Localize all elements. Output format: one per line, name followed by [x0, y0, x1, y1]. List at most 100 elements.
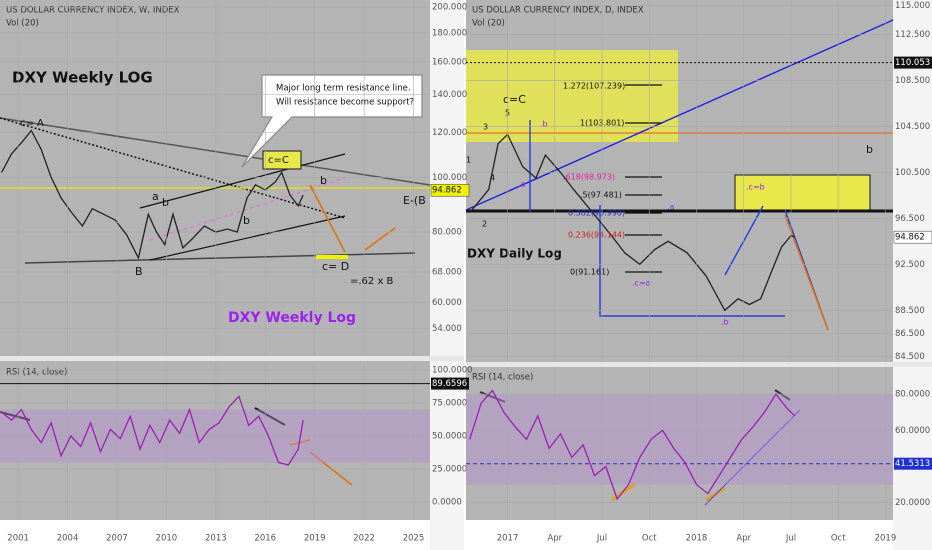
annotation: Will resistance become support? [276, 98, 414, 108]
x-tick-label: 2025 [403, 534, 425, 544]
y-tick-label: 20.0000 [895, 498, 930, 508]
value-tag [893, 230, 932, 244]
y-tick-label: 108.500 [895, 76, 930, 86]
annotation: DXY Weekly LOG [12, 69, 153, 87]
x-tick-label: 2010 [156, 534, 178, 544]
y-tick-label: 160.000 [432, 57, 467, 67]
annotation: .a [518, 180, 526, 189]
divergence [479, 389, 791, 403]
arrow [529, 120, 829, 331]
reference-label: 41.5313 [895, 459, 930, 469]
x-tick-label: 2019 [304, 534, 326, 544]
annotation: .a [667, 203, 675, 212]
x-tick-label: 2018 [686, 534, 708, 544]
annotation: DXY Weekly Log [228, 310, 356, 326]
y-tick-label: 60.0000 [895, 426, 930, 436]
series-line [469, 389, 796, 501]
x-tick-label: 2007 [106, 534, 128, 544]
y-tick-label: 0.0000 [432, 498, 462, 508]
value-tag [894, 56, 932, 69]
annotation: =.62 x B [350, 276, 394, 287]
x-tick-label: Apr [547, 534, 562, 544]
channel [139, 153, 346, 209]
rsi-band [466, 394, 893, 485]
callout [241, 74, 423, 168]
annotation: 3 [483, 123, 488, 132]
y-tick-label: 140.000 [432, 90, 467, 100]
arrow [289, 439, 353, 486]
annotation: E-(B [403, 194, 426, 207]
trend-line [0, 117, 431, 186]
x-tick-label: 2013 [205, 534, 227, 544]
x-tick-label: 2001 [7, 534, 29, 544]
y-tick-label: 80.000 [432, 228, 462, 238]
annotation: 0(91.161) [570, 268, 609, 277]
annotation: 1.272(107.239) [563, 82, 625, 91]
x-tick-label: Apr [736, 534, 751, 544]
annotation: B [135, 265, 143, 278]
y-tick-label: 112.500 [895, 30, 930, 40]
y-tick-label: 115.000 [895, 1, 930, 11]
panel-title: US DOLLAR CURRENCY INDEX, D, INDEX [472, 6, 644, 16]
divider [466, 362, 932, 367]
x-tick-label: 2019 [875, 534, 897, 544]
y-tick-label: 54.000 [432, 324, 462, 334]
x-tick-label: Jul [785, 534, 796, 544]
last-value-label: 94.862 [895, 233, 925, 243]
y-tick-label: 200.000 [432, 3, 467, 13]
annotation: a [152, 190, 159, 203]
x-tick-label: 2017 [497, 534, 519, 544]
y-tick-label: 68.000 [432, 267, 462, 277]
x-tick-label: Oct [642, 534, 657, 544]
y-tick-label: 104.500 [895, 122, 930, 132]
zone [734, 174, 871, 212]
divider [0, 356, 464, 361]
divider [464, 0, 466, 550]
y-tick-label: 96.500 [895, 214, 925, 224]
arrow [784, 214, 829, 331]
annotation: DXY Daily Log [467, 247, 562, 261]
annotation: .c=a [632, 279, 651, 288]
value-tag [431, 377, 469, 390]
y-tick-label: 180.000 [432, 28, 467, 38]
fib-lines [625, 84, 662, 273]
panel-subtitle: Vol (20) [472, 19, 505, 29]
annotation: b [866, 143, 873, 156]
annotation: b [162, 196, 169, 209]
annotation: 4 [490, 174, 495, 183]
panel-subtitle: Vol (20) [6, 19, 39, 29]
annotation: 0.382(95.990) [568, 209, 625, 218]
panel-title: RSI (14, close) [472, 373, 533, 383]
annotation: b [243, 214, 250, 227]
annotation: .c=b [746, 183, 765, 192]
zone [466, 50, 678, 142]
x-tick-label: Jul [596, 534, 607, 544]
panel-title: RSI (14, close) [6, 368, 67, 378]
y-tick-label: 88.500 [895, 306, 925, 316]
y-tick-label: 100.0000 [432, 365, 473, 375]
x-tick-label: Oct [831, 534, 846, 544]
series-line [469, 133, 796, 312]
arrow [309, 184, 396, 253]
y-tick-label: 100.000 [432, 173, 467, 183]
left-axis-bg [430, 0, 464, 550]
y-tick-label: 80.0000 [895, 390, 930, 400]
annotation: c=C [503, 93, 526, 106]
annotation: c= A [20, 118, 44, 129]
series-line [1, 129, 304, 260]
channel [149, 215, 346, 261]
series-line [1, 395, 304, 466]
y-tick-label: 84.500 [895, 352, 925, 362]
annotation: .618(98.973) [563, 173, 615, 182]
value-tag [430, 183, 470, 197]
annotation: b [320, 174, 327, 187]
y-tick-label: 120.000 [432, 128, 467, 138]
value-tag [894, 457, 932, 470]
y-tick-label: 86.500 [895, 329, 925, 339]
reference-label: 89.6596 [432, 379, 467, 389]
box [262, 150, 302, 170]
last-value-label: 94.862 [432, 186, 462, 196]
y-tick-label: 50.0000 [432, 431, 467, 441]
annotation: Major long term resistance line. [276, 84, 411, 94]
annotation: 0.236(94.144) [568, 231, 625, 240]
